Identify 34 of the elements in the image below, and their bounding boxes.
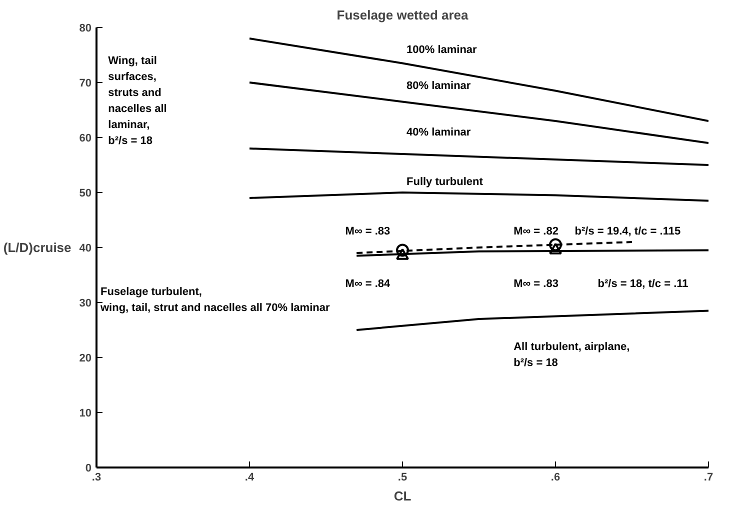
y-tick-label: 40 [79,242,92,254]
y-tick-label: 0 [85,462,92,474]
annotation: Fuselage turbulent, wing, tail, strut and nacelles all 70% laminar [100,286,330,314]
chart-title: Fuselage wetted area [336,8,470,22]
y-tick-label: 30 [79,298,92,310]
annotation: M∞ = .83 [345,226,390,238]
y-tick-label: 60 [79,132,92,144]
annotation: M∞ = .83 [514,278,558,290]
annotation: b²/s = 18, t/c = .11 [598,278,688,290]
annotation: All turbulent, airplane, b²/s = 18 [514,341,630,369]
annotation: M∞ = .84 [345,278,392,290]
x-axis-title: CL [394,488,412,504]
annotation: Wing, tail surfaces, struts and nacelles all laminar, b²/s = 18 [108,55,167,147]
annotation: 100% laminar [406,44,478,56]
line-series [248,192,708,202]
annotation: 80% laminar [406,80,472,92]
annotation: 40% laminar [406,126,472,138]
annotation: b²/s = 19.4, t/c = .115 [574,226,681,238]
y-tick-label: 80 [79,22,92,34]
line-series [248,38,708,122]
annotation: M∞ = .82 [514,226,558,238]
x-tick-label: .3 [92,472,102,484]
y-tick-label: 10 [79,408,92,420]
y-tick-label: 50 [79,188,92,200]
y-tick-label: 70 [79,78,92,90]
line-series [248,82,708,144]
line-series [248,148,708,166]
y-axis-title: (L/D)cruise [3,240,72,255]
x-tick-label: .4 [244,472,255,484]
x-tick-label: .7 [704,472,714,484]
y-tick-label: 20 [79,352,92,364]
x-tick-label: .5 [398,472,408,484]
x-tick-label: .6 [550,472,560,484]
annotation: Fully turbulent [406,176,484,188]
